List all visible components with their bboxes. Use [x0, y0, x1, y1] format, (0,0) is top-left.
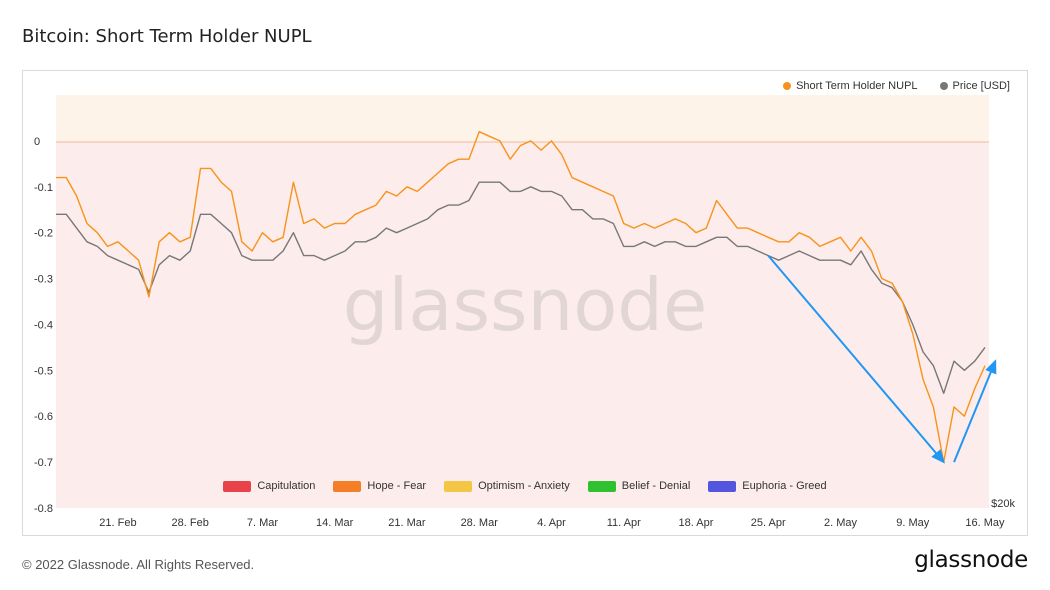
zone-label: Optimism - Anxiety — [478, 480, 570, 492]
zone-legend-item[interactable]: Hope - Fear — [333, 480, 426, 492]
zone-legend-item[interactable]: Capitulation — [223, 480, 315, 492]
zone-label: Belief - Denial — [621, 480, 691, 492]
zone-legend-item[interactable]: Optimism - Anxiety — [444, 480, 570, 492]
zone-label: Capitulation — [257, 480, 316, 492]
legend-label-price: Price [USD] — [952, 80, 1010, 92]
legend-item-nupl[interactable]: Short Term Holder NUPL — [783, 80, 918, 92]
zone-swatch — [444, 480, 473, 492]
legend-bottom: Capitulation Hope - Fear Optimism - Anxiet… — [0, 480, 1050, 492]
zone-legend-item[interactable]: Euphoria - Greed — [708, 480, 827, 492]
chart-frame — [22, 70, 1028, 536]
legend-dot-price — [939, 82, 948, 90]
zone-swatch — [223, 480, 252, 492]
glassnode-logo: glassnode — [914, 547, 1028, 573]
chart-title: Bitcoin: Short Term Holder NUPL — [22, 26, 312, 47]
legend-top: Short Term Holder NUPL Price [USD] — [783, 80, 1010, 92]
zone-swatch — [587, 480, 616, 492]
legend-item-price[interactable]: Price [USD] — [939, 80, 1010, 92]
legend-dot-nupl — [783, 82, 792, 90]
zone-label: Euphoria - Greed — [742, 480, 827, 492]
zone-swatch — [333, 480, 362, 492]
copyright-footer: © 2022 Glassnode. All Rights Reserved. — [22, 557, 255, 572]
legend-label-nupl: Short Term Holder NUPL — [796, 80, 918, 92]
zone-swatch — [708, 480, 737, 492]
zone-legend-item[interactable]: Belief - Denial — [587, 480, 691, 492]
zone-label: Hope - Fear — [367, 480, 427, 492]
